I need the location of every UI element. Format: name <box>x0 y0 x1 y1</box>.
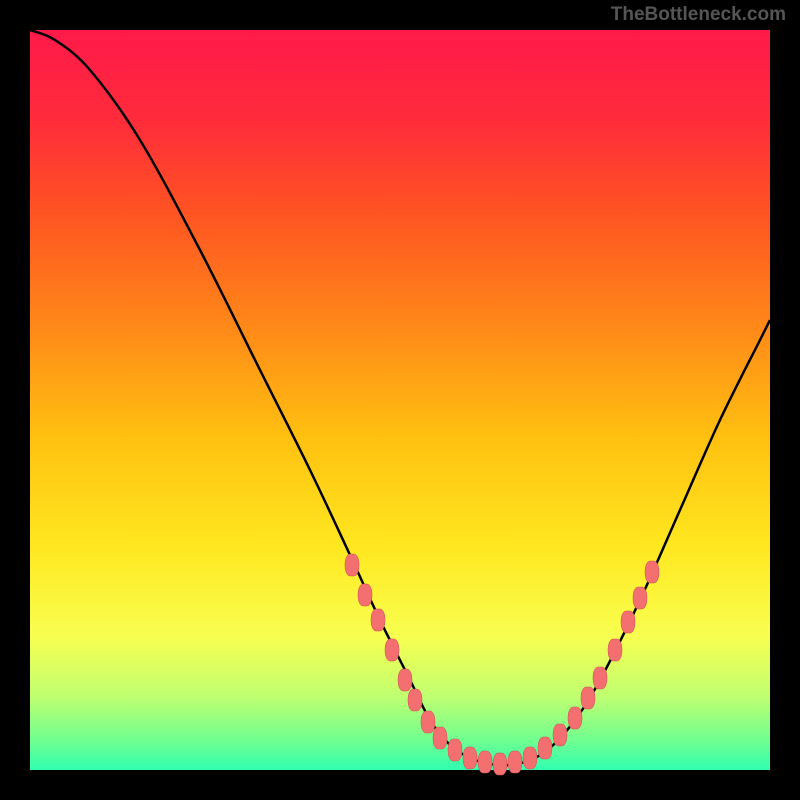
data-marker <box>463 747 477 769</box>
data-marker <box>371 609 385 631</box>
data-marker <box>581 687 595 709</box>
data-marker <box>553 724 567 746</box>
data-marker <box>408 689 422 711</box>
data-marker <box>433 727 447 749</box>
data-marker <box>478 751 492 773</box>
data-marker <box>538 737 552 759</box>
data-marker <box>385 639 399 661</box>
chart-container: TheBottleneck.com <box>0 0 800 800</box>
data-marker <box>421 711 435 733</box>
attribution-label: TheBottleneck.com <box>611 4 786 26</box>
data-marker <box>398 669 412 691</box>
data-marker <box>645 561 659 583</box>
bottleneck-chart <box>0 0 800 800</box>
data-marker <box>621 611 635 633</box>
data-marker <box>523 747 537 769</box>
data-marker <box>345 554 359 576</box>
data-marker <box>358 584 372 606</box>
data-marker <box>608 639 622 661</box>
data-marker <box>633 587 647 609</box>
data-marker <box>593 667 607 689</box>
data-marker <box>508 751 522 773</box>
data-marker <box>448 739 462 761</box>
data-marker <box>568 707 582 729</box>
data-marker <box>493 753 507 775</box>
